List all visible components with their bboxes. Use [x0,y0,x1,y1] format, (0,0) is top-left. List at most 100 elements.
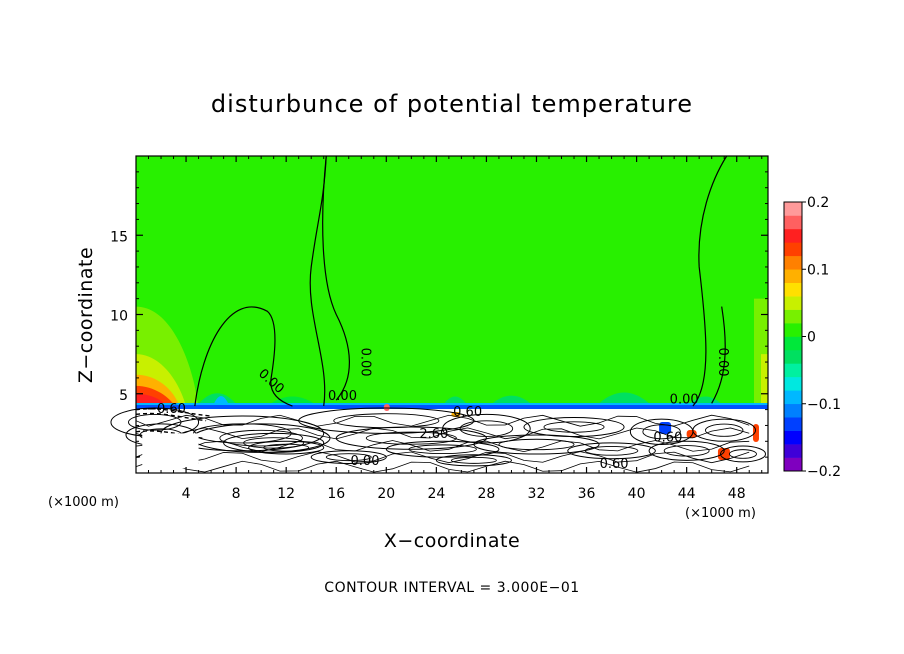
y-tick-label: 15 [110,229,128,245]
colorbar-swatch [784,417,802,431]
anomaly-patch [383,404,390,412]
anomaly-patch [686,430,697,439]
x-unit-right: (×1000 m) [685,506,756,521]
y-tick-label: 5 [119,388,128,404]
contour-label: 0.60 [453,405,482,420]
colorbar-swatch [784,309,802,324]
potential-temperature-field [136,156,768,473]
x-tick-label: 28 [478,486,496,502]
contour-line [523,417,625,438]
contour-interval-note: CONTOUR INTERVAL = 3.000E−01 [324,580,579,596]
contour-label: 0.00 [670,392,699,407]
colorbar-swatch [784,215,802,230]
contour-line [435,454,512,467]
colorbar-swatch [784,242,802,257]
x-axis-label: X−coordinate [384,530,520,552]
contour-label: 0.60 [600,457,629,472]
colorbar-tick-label: 0 [807,330,816,346]
colorbar-swatch [784,269,802,283]
x-unit-left: (×1000 m) [48,495,119,510]
colorbar [783,201,803,472]
contour-label: 2.60 [419,427,448,442]
contour-line [335,426,487,450]
anomaly-patch [717,448,730,461]
contour-line [263,443,310,452]
contour-label: 0.00 [351,454,380,469]
contour-line [543,421,605,433]
colorbar-swatch [784,202,802,216]
colorbar-swatch [784,255,802,270]
colorbar-ticks: 0.2 0.1 0 −0.1 −0.2 [802,195,841,480]
colorbar-swatch [784,430,802,445]
x-tick-label: 12 [277,486,295,502]
colorbar-swatch [784,457,802,472]
x-axis-ticks: 4 8 12 16 20 24 28 32 36 40 44 48 [148,156,763,502]
contour-label: 0.00 [357,348,372,377]
contour-line [194,306,293,407]
colorbar-swatch [784,363,802,378]
contour-line [719,445,766,463]
colorbar-swatch [784,296,802,310]
colorbar-swatch [784,228,802,243]
x-tick-label: 16 [327,486,345,502]
contour-line [135,460,750,473]
colorbar-swatch [784,323,802,337]
contour-label: 0.00 [715,348,730,377]
contour-line [729,449,757,459]
contour-line [648,440,725,461]
colorbar-tick-label: 0.2 [807,195,829,211]
contour-line [135,414,750,427]
contour-label: 0.00 [328,389,357,404]
contour-line [442,413,531,444]
contour-line [704,423,744,437]
contour-line [219,429,303,447]
contour-line [243,437,305,449]
contour-line [248,440,325,455]
inversion-band [136,405,768,410]
contour-line [365,431,457,445]
anomaly-patch [752,424,759,443]
colorbar-tick-label: 0.1 [807,262,829,278]
contour-line [325,453,372,462]
contour-line [692,155,728,407]
contour-line [692,418,756,442]
contour-line-negative [135,408,210,417]
x-tick-label: 48 [728,486,746,502]
colorbar-swatch [784,444,802,458]
contour-line [309,155,327,407]
contour-line [567,442,656,460]
contour-line [223,432,325,453]
x-tick-label: 8 [232,486,241,502]
contour-line [322,155,350,401]
contour-line [642,424,681,440]
contour-line [473,434,600,455]
contour-line [711,306,726,404]
contour-line [135,440,750,453]
x-tick-label: 36 [578,486,596,502]
y-axis-ticks: 5 10 15 [110,171,768,458]
contour-lines [110,155,766,473]
contour-line [498,438,575,451]
colorbar-swatch [784,282,802,297]
chart-title: disturbunce of potential temperature [211,90,693,118]
blank-region [142,433,199,469]
colorbar-tick-label: −0.2 [807,464,841,480]
x-tick-label: 4 [182,486,191,502]
contour-label: 0.60 [653,430,682,445]
contour-label: −0.60 [146,402,186,417]
x-tick-label: 24 [427,486,445,502]
x-tick-label: 40 [628,486,646,502]
colorbar-swatch [784,336,802,351]
y-axis-label: Z−coordinate [75,247,97,383]
contour-line [408,444,477,455]
x-tick-label: 20 [377,486,395,502]
colorbar-swatch [784,390,802,405]
y-tick-label: 10 [110,309,128,325]
colorbar-swatch [784,349,802,364]
inversion-band [136,403,768,406]
contour-line [135,451,750,464]
colorbar-swatch [784,403,802,418]
x-tick-label: 44 [678,486,696,502]
colorbar-swatch [784,376,802,391]
